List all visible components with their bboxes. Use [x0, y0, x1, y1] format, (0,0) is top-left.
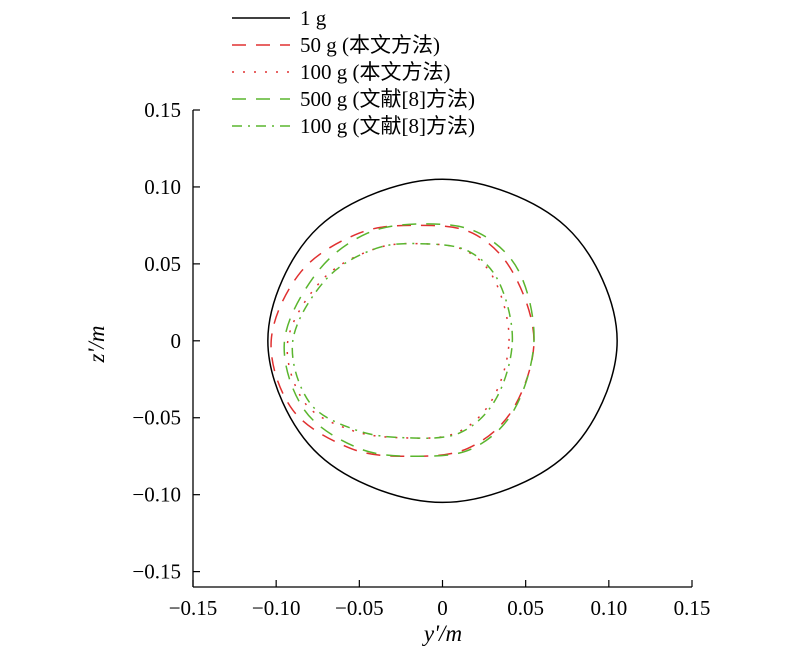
legend-label: 1 g [300, 6, 327, 30]
series-line-2 [270, 224, 535, 457]
y-tick-label: −0.05 [132, 406, 181, 430]
legend-label: 100 g (本文方法) [300, 60, 451, 84]
x-tick-label: 0 [437, 596, 448, 620]
x-tick-label: 0.05 [507, 596, 544, 620]
legend-label: 500 g (文献[8]方法) [300, 87, 475, 111]
legend-label: 50 g (本文方法) [300, 33, 440, 57]
legend: 1 g 50 g (本文方法) 100 g (本文方法) 500 g (文献[8]方法… [232, 6, 475, 138]
x-tick-label: 0.10 [590, 596, 627, 620]
x-tick-label: −0.05 [335, 596, 384, 620]
y-tick-label: 0.15 [144, 98, 181, 122]
y-tick-label: 0.10 [144, 175, 181, 199]
x-tick-label: −0.15 [169, 596, 218, 620]
series-line-5 [291, 242, 514, 439]
y-tick-label: 0 [171, 329, 182, 353]
series-line-3 [286, 242, 510, 439]
y-tick-label: 0.05 [144, 252, 181, 276]
series-line-1 [267, 178, 618, 504]
x-tick-label: −0.10 [252, 596, 301, 620]
y-ticks: 0.15 0.10 0.05 0 −0.05 −0.10 −0.15 [132, 98, 200, 584]
x-axis-title: y'/m [422, 621, 462, 646]
plot-area [267, 178, 618, 504]
x-tick-label: 0.15 [674, 596, 711, 620]
legend-label: 100 g (文献[8]方法) [300, 114, 475, 138]
series-line-4 [283, 223, 535, 457]
x-ticks: −0.15 −0.10 −0.05 0 0.05 0.10 0.15 [169, 580, 711, 620]
y-tick-label: −0.15 [132, 560, 181, 584]
y-axis-title: z'/m [84, 326, 109, 364]
y-tick-label: −0.10 [132, 483, 181, 507]
